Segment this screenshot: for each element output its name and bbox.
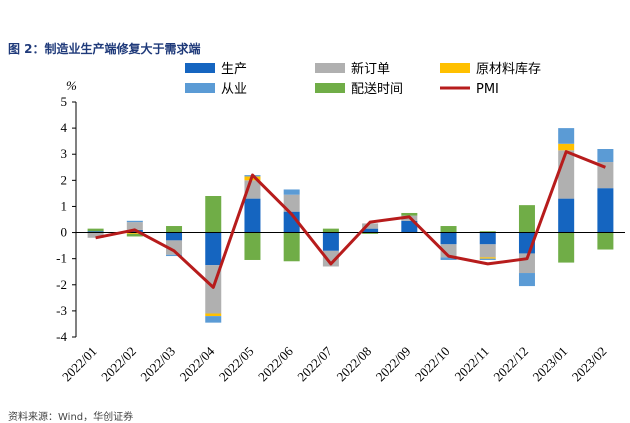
y-tick-label: 2 [61, 172, 68, 187]
x-tick-label: 2022/12 [490, 344, 531, 385]
bar-delivery-2022-05 [244, 232, 261, 260]
bar-production-2022-07 [322, 232, 339, 251]
x-tick-label: 2022/10 [412, 344, 453, 385]
x-tick-label: 2022/11 [451, 344, 491, 384]
bar-employment-2023-02 [597, 149, 614, 163]
y-tick-label: 5 [61, 94, 68, 109]
bar-production-2022-05 [244, 198, 261, 233]
bar-employment-2022-11 [479, 258, 496, 260]
bar-new_orders-2022-07 [322, 250, 339, 267]
bar-delivery-2022-06 [283, 232, 300, 262]
bar-raw_inventory-2023-01 [558, 143, 575, 151]
bar-delivery-2022-01 [87, 228, 104, 232]
legend-label-new_orders: 新订单 [351, 61, 390, 77]
y-tick-label: -3 [56, 303, 67, 318]
bar-delivery-2022-04 [205, 196, 222, 233]
bar-production-2022-10 [440, 232, 457, 245]
bar-employment-2022-06 [283, 189, 300, 195]
bar-new_orders-2022-02 [126, 222, 143, 230]
y-tick-label: 1 [61, 198, 68, 213]
chart-title: 图 2：制造业生产端修复大于需求端 [8, 42, 201, 56]
legend-swatch-raw_inventory [440, 63, 470, 73]
legend-swatch-new_orders [315, 63, 345, 73]
bars [87, 128, 614, 323]
bar-raw_inventory-2022-02 [126, 232, 143, 234]
bar-delivery-2022-11 [479, 231, 496, 233]
bar-production-2022-06 [283, 211, 300, 233]
x-tick-label: 2022/04 [177, 343, 218, 384]
x-axis: 2022/012022/022022/032022/042022/052022/… [59, 232, 625, 385]
y-tick-label: 4 [61, 120, 68, 135]
bar-production-2022-04 [205, 232, 222, 266]
bar-raw_inventory-2022-04 [205, 313, 222, 317]
x-tick-label: 2022/08 [333, 344, 374, 385]
bar-delivery-2022-12 [518, 205, 535, 233]
x-tick-label: 2022/03 [137, 344, 178, 385]
bar-delivery-2023-02 [597, 232, 614, 250]
bar-new_orders-2023-01 [558, 150, 575, 199]
x-tick-label: 2022/01 [59, 344, 100, 385]
bar-production-2023-01 [558, 198, 575, 233]
bar-employment-2022-10 [440, 257, 457, 260]
y-axis: -4 -3 -2 -1 0 1 2 3 4 5% [56, 78, 77, 344]
bar-raw_inventory-2022-11 [479, 257, 496, 259]
x-tick-label: 2022/07 [294, 343, 335, 384]
bar-production-2022-01 [87, 231, 104, 233]
bar-delivery-2022-07 [322, 228, 339, 233]
legend-label-production: 生产 [221, 62, 247, 77]
bar-delivery-2022-10 [440, 226, 457, 233]
y-tick-label: 3 [61, 146, 68, 161]
bar-production-2022-08 [362, 228, 379, 233]
legend-swatch-employment [185, 83, 215, 93]
bar-new_orders-2022-11 [479, 244, 496, 258]
x-tick-label: 2023/01 [530, 344, 571, 385]
bar-delivery-2022-03 [166, 226, 183, 233]
legend-swatch-delivery [315, 83, 345, 93]
bar-new_orders-2022-06 [283, 194, 300, 212]
bar-production-2022-03 [166, 232, 183, 241]
legend-label-delivery: 配送时间 [351, 82, 403, 97]
bar-new_orders-2023-02 [597, 162, 614, 189]
x-tick-label: 2022/02 [98, 344, 139, 385]
bar-delivery-2022-09 [401, 212, 418, 216]
source-note: 资料来源：Wind，华创证券 [8, 412, 134, 423]
bar-production-2022-09 [401, 220, 418, 233]
bar-production-2022-11 [479, 232, 496, 245]
bar-employment-2022-03 [166, 254, 183, 257]
bar-delivery-2023-01 [558, 232, 575, 263]
bar-employment-2023-01 [558, 128, 575, 144]
y-tick-label: -4 [56, 329, 67, 344]
bar-new_orders-2022-01 [87, 232, 104, 238]
bar-production-2023-02 [597, 188, 614, 233]
bar-delivery-2022-02 [126, 233, 143, 237]
legend-label-pmi: PMI [476, 82, 499, 97]
x-tick-label: 2022/09 [373, 344, 414, 385]
legend-swatch-production [185, 63, 215, 73]
bar-employment-2022-12 [518, 273, 535, 287]
bar-new_orders-2022-08 [362, 223, 379, 229]
x-tick-label: 2022/06 [255, 343, 296, 384]
x-tick-label: 2023/02 [569, 344, 610, 385]
y-tick-label: 0 [61, 225, 68, 240]
pmi-line [95, 150, 606, 289]
x-tick-label: 2022/05 [216, 344, 257, 385]
bar-employment-2022-02 [126, 220, 143, 223]
y-tick-label: -2 [56, 277, 67, 292]
bar-employment-2022-04 [205, 316, 222, 323]
legend-label-employment: 从业 [221, 82, 247, 97]
legend-label-raw_inventory: 原材料库存 [476, 61, 541, 77]
y-axis-label: % [66, 78, 77, 93]
bar-delivery-2022-08 [362, 232, 379, 234]
bar-new_orders-2022-03 [166, 240, 183, 255]
y-tick-label: -1 [56, 251, 67, 266]
pmi-line-group [95, 150, 606, 289]
